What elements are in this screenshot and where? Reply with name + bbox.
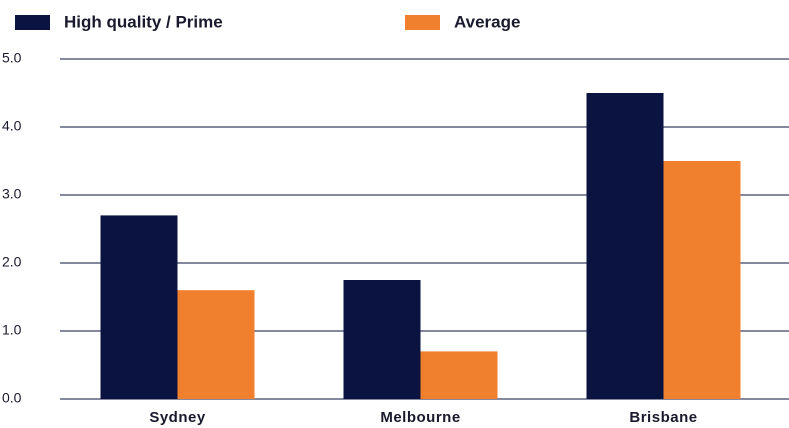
bar	[343, 280, 421, 399]
y-tick-label: 3.0	[2, 186, 22, 202]
y-tick-label: 0.0	[2, 390, 22, 406]
y-tick-label: 5.0	[2, 50, 22, 66]
legend-label: High quality / Prime	[64, 12, 223, 31]
legend-label: Average	[454, 12, 520, 31]
x-tick-label: Sydney	[149, 409, 206, 426]
bar	[177, 290, 255, 399]
y-tick-label: 2.0	[2, 254, 22, 270]
bar	[586, 93, 664, 399]
bar	[663, 161, 741, 399]
bar	[420, 351, 498, 399]
x-tick-label: Brisbane	[629, 409, 697, 426]
y-tick-label: 4.0	[2, 118, 22, 134]
y-tick-label: 1.0	[2, 322, 22, 338]
bar	[100, 215, 178, 399]
x-tick-label: Melbourne	[380, 409, 460, 426]
legend-swatch	[15, 15, 50, 30]
legend-swatch	[405, 15, 440, 30]
